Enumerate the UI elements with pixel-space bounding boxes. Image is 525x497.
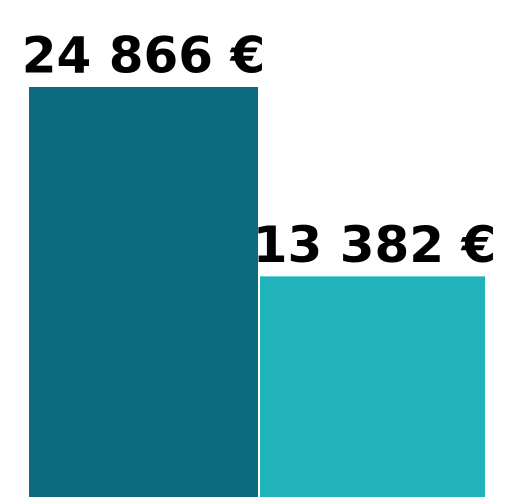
bar	[260, 276, 485, 497]
bar	[29, 87, 258, 497]
data-label: 13 382 €	[253, 216, 497, 274]
data-label: 24 866 €	[22, 27, 266, 85]
